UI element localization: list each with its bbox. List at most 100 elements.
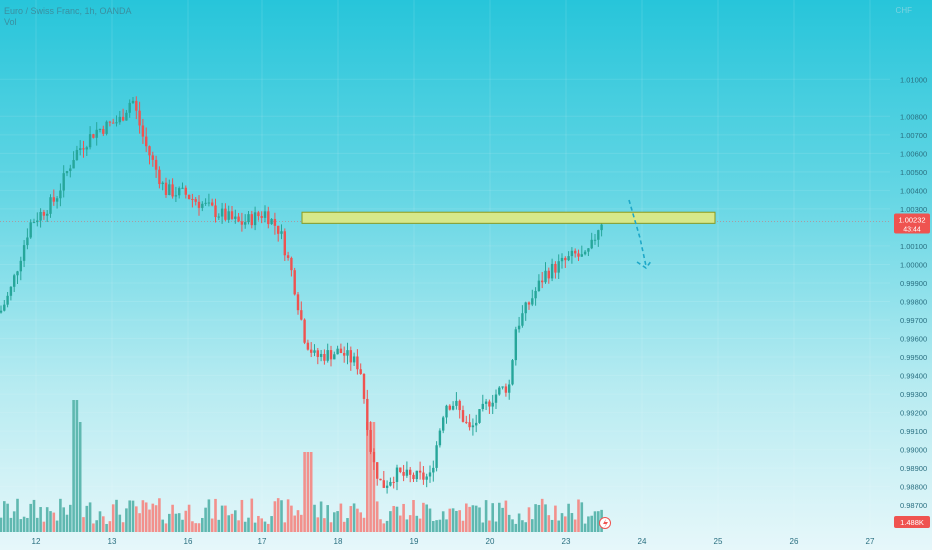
volume-bar <box>105 523 108 532</box>
candle-body <box>240 221 244 225</box>
volume-bar <box>184 510 188 532</box>
volume-bar <box>69 504 72 532</box>
candle-body <box>32 222 36 224</box>
candle-body <box>323 353 326 361</box>
candle-body <box>455 400 458 406</box>
volume-bar <box>501 507 504 532</box>
candle-body <box>511 360 514 385</box>
volume-bar <box>290 505 293 532</box>
candle-body <box>491 402 494 407</box>
y-tick-label: 1.00800 <box>900 112 927 121</box>
candle-body <box>207 202 211 204</box>
volume-bar <box>461 520 465 532</box>
volume-bar <box>293 515 296 532</box>
volume-bar <box>412 500 415 532</box>
candle-body <box>517 325 521 330</box>
y-tick-label: 0.99500 <box>900 353 927 362</box>
candle-body <box>537 280 541 291</box>
volume-bar <box>55 520 59 532</box>
candle-body <box>339 348 343 353</box>
volume-bar <box>283 522 287 532</box>
candle-body <box>547 270 550 279</box>
volume-bar <box>135 506 138 532</box>
candle-body <box>145 136 148 147</box>
volume-bar <box>0 517 3 532</box>
candle-body <box>92 134 95 138</box>
volume-bar <box>154 505 158 532</box>
volume-bar <box>544 504 547 532</box>
candle-body <box>115 122 118 124</box>
volume-bar <box>316 517 320 532</box>
volume-bar <box>399 515 402 532</box>
candle-body <box>49 197 52 214</box>
candle-body <box>118 116 121 123</box>
y-tick-label: 1.00100 <box>900 242 927 251</box>
candle-body <box>204 202 207 204</box>
volume-bar <box>517 513 521 532</box>
volume-bar <box>62 507 65 532</box>
volume-bar <box>65 514 69 532</box>
candle-body <box>389 481 392 486</box>
candle-body <box>366 398 369 430</box>
candle-body <box>494 394 498 403</box>
volume-bar <box>329 522 333 532</box>
lightning-icon[interactable] <box>599 517 611 529</box>
resistance-zone[interactable] <box>301 211 716 224</box>
volume-bar <box>432 521 435 532</box>
candle-body <box>296 294 300 311</box>
candle-body <box>247 214 250 223</box>
candle-body <box>85 147 88 150</box>
candle-body <box>108 121 112 123</box>
volume-bar <box>415 515 419 532</box>
volume-bar <box>270 516 273 532</box>
gridlines <box>0 0 890 532</box>
volume-bar <box>313 504 316 532</box>
candle-body <box>82 148 85 150</box>
volume-bar <box>16 498 19 532</box>
candle-body <box>428 472 432 477</box>
candle-body <box>382 480 385 488</box>
volume-bar <box>481 522 485 532</box>
candle-body <box>121 116 125 121</box>
candle-body <box>402 471 405 476</box>
candle-body <box>442 417 445 431</box>
time-axis[interactable]: 12 13 16 17 18 19 20 23 24 25 26 27 <box>32 537 875 546</box>
price-badge-value: 1.00232 <box>898 215 925 224</box>
candlesticks <box>0 96 603 494</box>
volume-bar <box>125 508 128 532</box>
volume-bar <box>593 511 597 532</box>
volume-bar <box>168 513 171 532</box>
volume-bar <box>372 422 376 532</box>
price-axis[interactable]: 1.01000 1.00800 1.00700 1.00600 1.00500 1.004… <box>900 75 927 510</box>
volume-bar <box>557 520 560 532</box>
volume-bar <box>458 510 461 532</box>
volume-bar <box>78 422 82 532</box>
candle-body <box>521 313 524 326</box>
volume-bar <box>181 519 184 532</box>
candle-body <box>277 225 280 234</box>
candle-body <box>26 237 29 246</box>
volume-bar <box>392 505 395 532</box>
volume-bar <box>504 500 508 532</box>
volume-bar <box>6 503 9 532</box>
volume-bar <box>319 501 323 532</box>
candle-body <box>59 190 62 199</box>
y-tick-label: 1.00400 <box>900 186 927 195</box>
candle-body <box>379 478 382 481</box>
x-tick-label: 20 <box>486 537 495 546</box>
candle-body <box>65 171 69 174</box>
volume-bar <box>534 504 537 532</box>
candle-body <box>171 184 174 197</box>
candle-body <box>461 410 465 422</box>
y-tick-label: 0.99700 <box>900 316 927 325</box>
x-tick-label: 26 <box>790 537 799 546</box>
volume-bar <box>39 507 42 532</box>
candle-body <box>250 214 253 226</box>
candle-body <box>217 216 220 218</box>
y-tick-label: 0.99400 <box>900 372 927 381</box>
candle-body <box>405 469 409 476</box>
volume-bar <box>227 515 230 532</box>
volume-bar <box>435 520 438 532</box>
